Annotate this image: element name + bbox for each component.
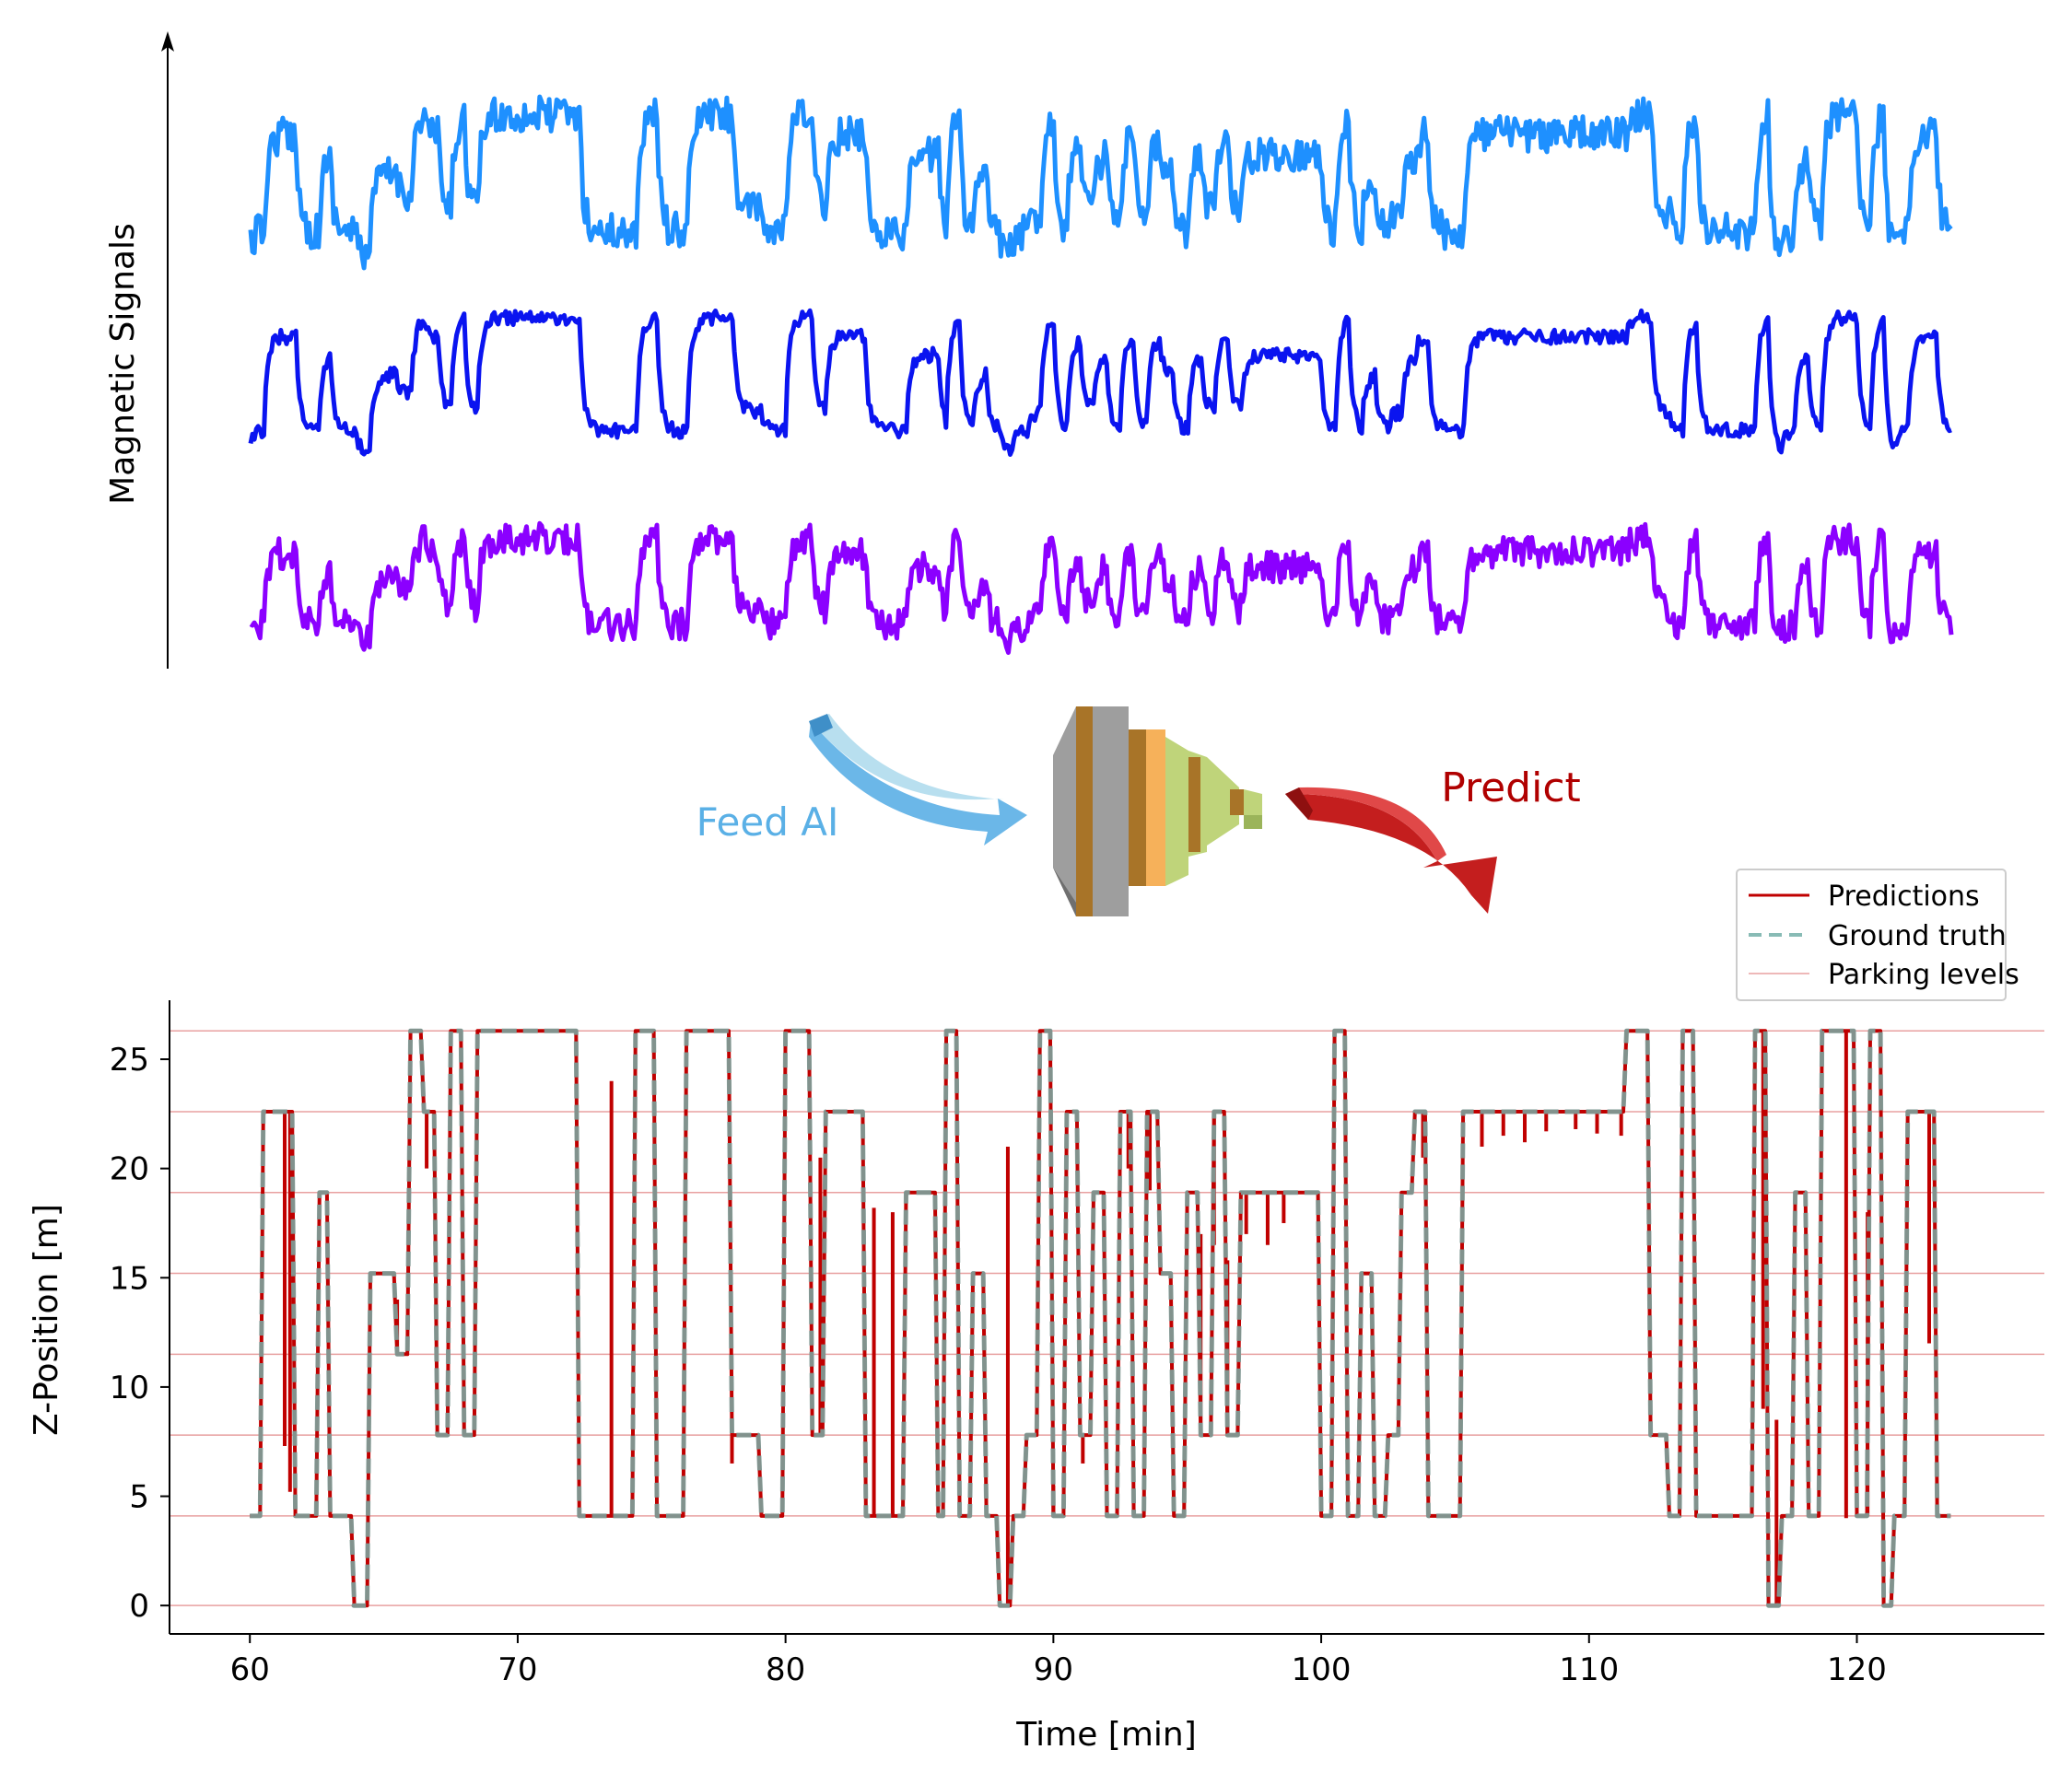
legend-label-parking-levels: Parking levels: [1828, 959, 2019, 991]
x-tick-label: 90: [1034, 1651, 1073, 1688]
y-tick-label: 0: [129, 1588, 149, 1625]
legend-label-ground-truth: Ground truth: [1828, 920, 2007, 952]
chart-xlabel: Time [min]: [1015, 1716, 1197, 1754]
x-tick-label: 120: [1827, 1651, 1887, 1688]
legend-label-predictions: Predictions: [1828, 881, 1980, 913]
legend-box: [1736, 869, 2007, 1001]
signal-trace-top: [248, 94, 1953, 271]
signal-trace-middle: [248, 308, 1952, 457]
x-tick-label: 70: [498, 1651, 537, 1688]
y-tick-label: 20: [110, 1151, 149, 1188]
y-tick-label: 15: [110, 1260, 149, 1297]
predict-label: Predict: [1441, 764, 1581, 811]
signals-axis-arrow-icon: [161, 31, 174, 52]
signals-panel: Magnetic Signals: [104, 31, 1954, 669]
x-tick-label: 60: [230, 1651, 270, 1688]
y-tick-label: 10: [110, 1370, 149, 1406]
chart-legend: Predictions Ground truth Parking levels: [1736, 869, 2019, 1001]
y-axis-ticks: 0 5 10 15 20 25: [110, 1042, 170, 1625]
feed-ai-label: Feed AI: [697, 799, 839, 845]
x-tick-label: 100: [1292, 1651, 1352, 1688]
ground-truth-series: [250, 1028, 1951, 1608]
y-tick-label: 25: [110, 1042, 149, 1079]
x-tick-label: 80: [766, 1651, 805, 1688]
y-tick-label: 5: [129, 1479, 149, 1516]
ground-truth-line: [250, 1028, 1951, 1608]
chart-ylabel: Z-Position [m]: [28, 1204, 65, 1436]
neural-network-icon: [1053, 706, 1262, 916]
x-tick-label: 110: [1559, 1651, 1619, 1688]
x-axis-ticks: 60 70 80 90 100 110 120: [230, 1634, 1887, 1688]
feed-arrow-icon: [809, 714, 1027, 846]
pipeline-illustration: Feed AI Predict: [697, 706, 1581, 916]
signals-ylabel: Magnetic Signals: [104, 223, 142, 505]
predict-arrow-icon: [1285, 787, 1497, 914]
signal-trace-bottom: [249, 520, 1954, 655]
